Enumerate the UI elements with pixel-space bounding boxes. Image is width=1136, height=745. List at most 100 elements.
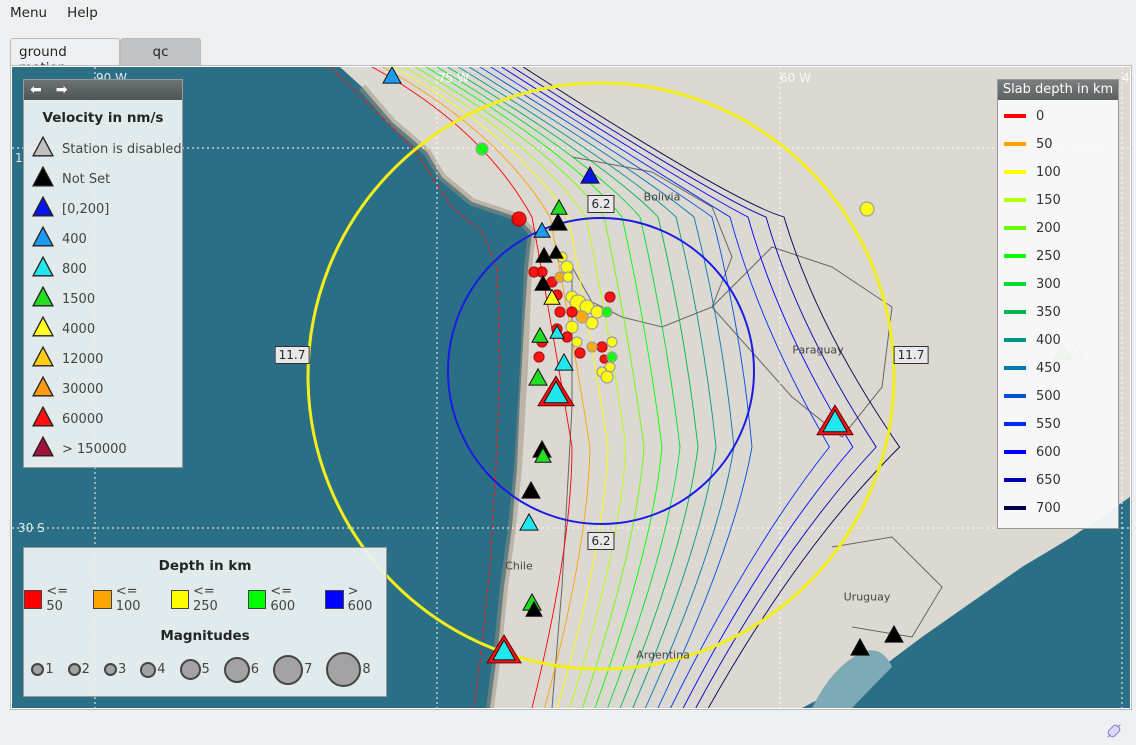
slab-contour-650 xyxy=(512,67,877,708)
country-label-argentina: Argentina xyxy=(636,648,690,662)
station-triangle-icon xyxy=(32,195,62,222)
station-triangle xyxy=(534,274,552,291)
magnitude-legend-item: 4 xyxy=(140,661,173,678)
station-triangle xyxy=(533,221,551,238)
velocity-legend: ⬅ ➡ Velocity in nm/s Station is disabled… xyxy=(23,79,183,468)
tab-ground-motion[interactable]: ground motion xyxy=(10,38,120,76)
tab-qc[interactable]: qc xyxy=(120,38,201,66)
slab-legend-label: 200 xyxy=(1036,220,1061,236)
andes-shading xyxy=(358,84,537,708)
station-triangle xyxy=(850,637,870,656)
back-arrow-icon[interactable]: ⬅ xyxy=(30,82,42,98)
slab-legend-label: 0 xyxy=(1036,108,1045,124)
station-triangle xyxy=(535,246,553,263)
slab-legend-label: 350 xyxy=(1036,304,1061,320)
magnitude-legend-item: 2 xyxy=(67,662,98,677)
earthquake-event xyxy=(606,351,618,363)
slab-legend-label: 100 xyxy=(1036,164,1061,180)
slab-color-swatch xyxy=(1004,254,1026,258)
slab-contour-550 xyxy=(490,67,830,708)
earthquake-event xyxy=(859,201,875,217)
depth-legend-item: <= 250 xyxy=(170,584,242,614)
velocity-legend-item: 12000 xyxy=(24,344,182,374)
slab-color-swatch xyxy=(1004,506,1026,510)
slab-legend-item: 400 xyxy=(998,326,1118,354)
menu-bar: Menu Help xyxy=(0,0,108,28)
magnitude-circle-icon xyxy=(67,663,81,676)
slab-legend-item: 50 xyxy=(998,130,1118,158)
country-border xyxy=(711,246,893,438)
earthquake-event xyxy=(528,266,540,278)
magnitude-circle-icon xyxy=(179,659,201,680)
velocity-legend-label: 12000 xyxy=(62,351,104,367)
station-triangle-icon xyxy=(32,285,62,312)
slab-color-swatch xyxy=(1004,282,1026,286)
velocity-legend-item: 400 xyxy=(24,224,182,254)
connection-plug-icon[interactable] xyxy=(1105,722,1123,744)
depth-magnitude-legend: Depth in km <= 50 <= 100 <= 250 <= 600 > 600… xyxy=(23,547,387,697)
outer-distance-label-left: 11.7 xyxy=(274,346,310,364)
depth-legend-item: <= 600 xyxy=(247,584,319,614)
earthquake-event xyxy=(511,211,527,227)
inner-distance-label-top: 6.2 xyxy=(587,195,615,213)
magnitude-legend-item: 1 xyxy=(31,662,61,677)
slab-contour-350 xyxy=(447,67,699,708)
magnitude-legend-item: 5 xyxy=(179,659,218,680)
magnitude-legend-item: 7 xyxy=(273,654,320,685)
station-triangle xyxy=(822,409,848,433)
menu-help[interactable]: Help xyxy=(67,5,98,21)
station-triangle-icon xyxy=(32,315,62,342)
slab-legend-item: 350 xyxy=(998,298,1118,326)
country-label-bolivia: Bolivia xyxy=(643,190,681,204)
earthquake-event xyxy=(586,341,598,353)
slab-contour-200 xyxy=(414,67,645,708)
station-triangle xyxy=(550,198,568,215)
station-triangle xyxy=(548,212,568,231)
station-triangle xyxy=(519,512,539,531)
earthquake-event xyxy=(565,320,579,334)
menu-menu[interactable]: Menu xyxy=(10,5,48,21)
depth-legend-title: Depth in km xyxy=(158,558,252,574)
velocity-legend-label: > 150000 xyxy=(62,441,127,457)
depth-color-swatch xyxy=(24,589,43,609)
slab-color-swatch xyxy=(1004,310,1026,314)
magnitude-legend-item: 8 xyxy=(326,652,378,687)
magnitude-legend-label: 6 xyxy=(250,662,260,677)
depth-legend-item: > 600 xyxy=(325,584,386,614)
slab-contour-300 xyxy=(436,67,681,708)
velocity-legend-item: [0,200] xyxy=(24,194,182,224)
depth-legend-label: > 600 xyxy=(347,584,373,614)
depth-legend-label: <= 100 xyxy=(115,584,141,614)
station-triangle xyxy=(543,380,569,404)
inner-distance-label-bottom: 6.2 xyxy=(587,532,615,550)
magnitude-legend-label: 5 xyxy=(201,662,210,677)
station-triangle xyxy=(528,367,548,386)
magnitude-legend-item: 6 xyxy=(223,656,267,683)
slab-depth-legend: Slab depth in km 0 50 100 150 200 250 300 350 40… xyxy=(997,79,1119,529)
station-triangle-icon xyxy=(32,435,62,462)
magnitude-legend-item: 3 xyxy=(103,662,134,677)
velocity-legend-label: 60000 xyxy=(62,411,104,427)
forward-arrow-icon[interactable]: ➡ xyxy=(55,82,68,98)
slab-contour-600 xyxy=(501,67,854,708)
slab-legend-item: 550 xyxy=(998,410,1118,438)
plate-boundary-trench xyxy=(329,67,501,708)
slab-legend-label: 650 xyxy=(1036,472,1061,488)
earthquake-event xyxy=(475,142,489,156)
magnitude-legend-label: 1 xyxy=(45,662,54,677)
station-triangle-icon xyxy=(32,225,62,252)
earthquake-event xyxy=(562,271,574,283)
magnitude-circle-icon xyxy=(326,652,362,687)
grid-label-75w: 75 W xyxy=(438,71,469,85)
slab-contour-450 xyxy=(468,67,735,708)
slab-color-swatch xyxy=(1004,198,1026,202)
magnitude-legend-label: 3 xyxy=(117,662,127,677)
slab-legend-item: 300 xyxy=(998,270,1118,298)
grid-label-30s: 30 S xyxy=(18,521,45,535)
velocity-legend-item: 30000 xyxy=(24,374,182,404)
velocity-legend-label: 400 xyxy=(62,231,87,247)
earthquake-event xyxy=(596,341,608,353)
slab-contour-100 xyxy=(393,67,609,708)
slab-color-swatch xyxy=(1004,170,1026,174)
earthquake-event xyxy=(590,305,604,319)
